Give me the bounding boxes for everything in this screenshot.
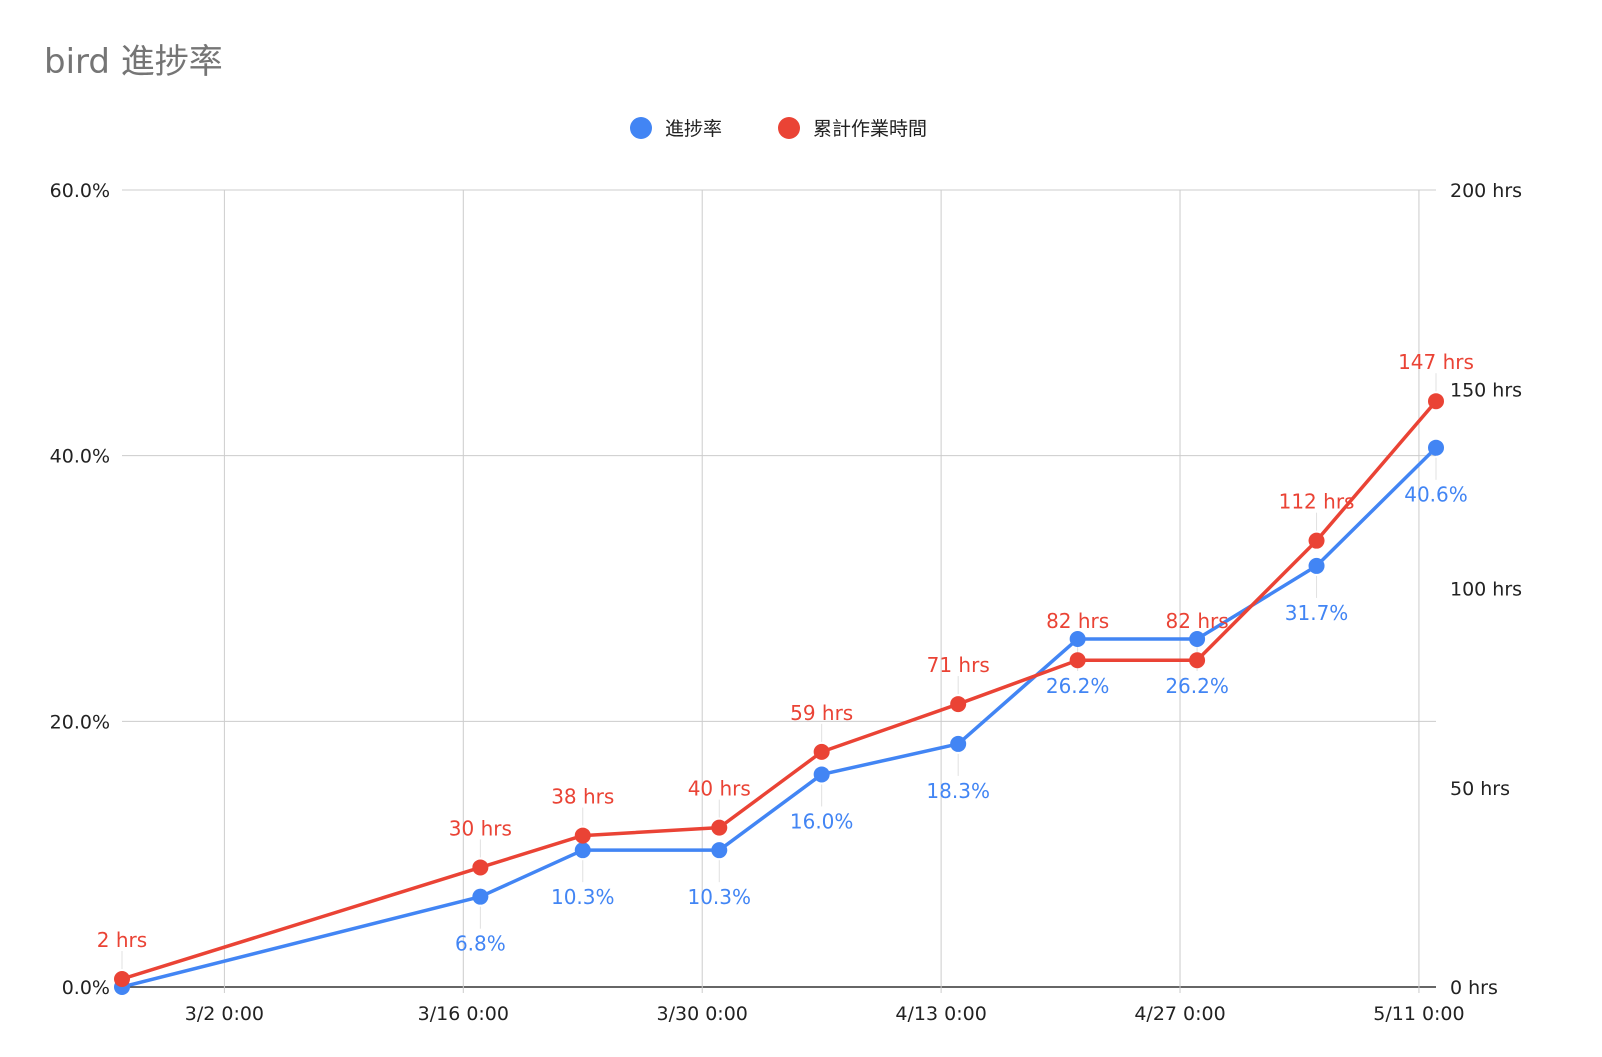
data-label: 82 hrs — [1166, 609, 1229, 633]
y-right-tick-label: 200 hrs — [1450, 180, 1522, 202]
legend: 進捗率 累計作業時間 — [630, 117, 927, 140]
data-labels: 6.8% 10.3% 10.3% 16.0% 18.3% 26.2% 26.2% 31.7% 4… — [97, 350, 1474, 955]
legend-label: 進捗率 — [665, 118, 722, 140]
chart-title: bird 進捗率 — [44, 42, 223, 82]
data-point — [950, 696, 967, 713]
y-right-tick-label: 100 hrs — [1450, 579, 1522, 601]
y-right-tick-label: 50 hrs — [1450, 778, 1510, 800]
y-right-tick-label: 0 hrs — [1450, 977, 1498, 999]
data-label: 2 hrs — [97, 928, 147, 952]
data-label: 18.3% — [926, 779, 990, 803]
y-right-tick-label: 150 hrs — [1450, 379, 1522, 401]
data-point — [711, 819, 728, 836]
data-label: 26.2% — [1165, 674, 1229, 698]
data-point — [1069, 652, 1086, 669]
data-label: 26.2% — [1046, 674, 1110, 698]
data-point — [1069, 630, 1086, 647]
data-point — [813, 743, 830, 760]
data-label: 40.6% — [1404, 483, 1468, 507]
series-line — [121, 446, 1438, 989]
legend-label: 累計作業時間 — [813, 118, 927, 140]
grid — [122, 189, 1436, 993]
legend-marker — [778, 117, 800, 139]
data-label: 82 hrs — [1046, 609, 1109, 633]
data-point — [1189, 652, 1206, 669]
data-label: 10.3% — [687, 885, 751, 909]
y-left-tick-label: 40.0% — [50, 446, 110, 468]
data-label: 30 hrs — [449, 816, 512, 840]
data-label: 59 hrs — [790, 701, 853, 725]
data-label: 6.8% — [455, 932, 506, 956]
data-point — [1428, 439, 1444, 456]
data-point — [813, 766, 830, 783]
x-tick-label: 4/13 0:00 — [895, 1003, 986, 1025]
data-point — [1308, 532, 1325, 549]
data-label: 16.0% — [790, 809, 854, 833]
data-point — [1189, 630, 1206, 647]
data-label: 31.7% — [1285, 601, 1349, 625]
axes: 0.0% 20.0% 40.0% 60.0% 0 hrs 50 hrs 100 hrs 150… — [50, 180, 1522, 1025]
x-tick-label: 5/11 0:00 — [1373, 1003, 1464, 1025]
data-point — [711, 842, 728, 859]
data-label: 71 hrs — [927, 653, 990, 677]
x-tick-label: 3/30 0:00 — [657, 1003, 748, 1025]
data-point — [574, 842, 591, 859]
x-tick-label: 4/27 0:00 — [1134, 1003, 1225, 1025]
data-label: 40 hrs — [688, 777, 751, 801]
data-point — [1428, 393, 1444, 410]
x-tick-label: 3/2 0:00 — [185, 1003, 264, 1025]
y-left-tick-label: 0.0% — [62, 977, 110, 999]
x-tick-label: 3/16 0:00 — [418, 1003, 509, 1025]
data-point — [574, 827, 591, 844]
data-point — [1308, 557, 1325, 574]
legend-marker — [630, 117, 652, 139]
data-point — [950, 735, 967, 752]
data-label-leaders — [121, 373, 1437, 970]
data-label: 38 hrs — [551, 785, 614, 809]
y-left-tick-label: 20.0% — [50, 711, 110, 733]
data-point — [472, 859, 489, 876]
series — [114, 393, 1444, 995]
y-left-tick-label: 60.0% — [50, 180, 110, 202]
data-point — [472, 888, 489, 905]
series-line — [121, 400, 1438, 981]
data-point — [114, 971, 130, 988]
data-label: 10.3% — [551, 885, 615, 909]
data-label: 112 hrs — [1279, 490, 1355, 514]
data-label: 147 hrs — [1398, 350, 1474, 374]
